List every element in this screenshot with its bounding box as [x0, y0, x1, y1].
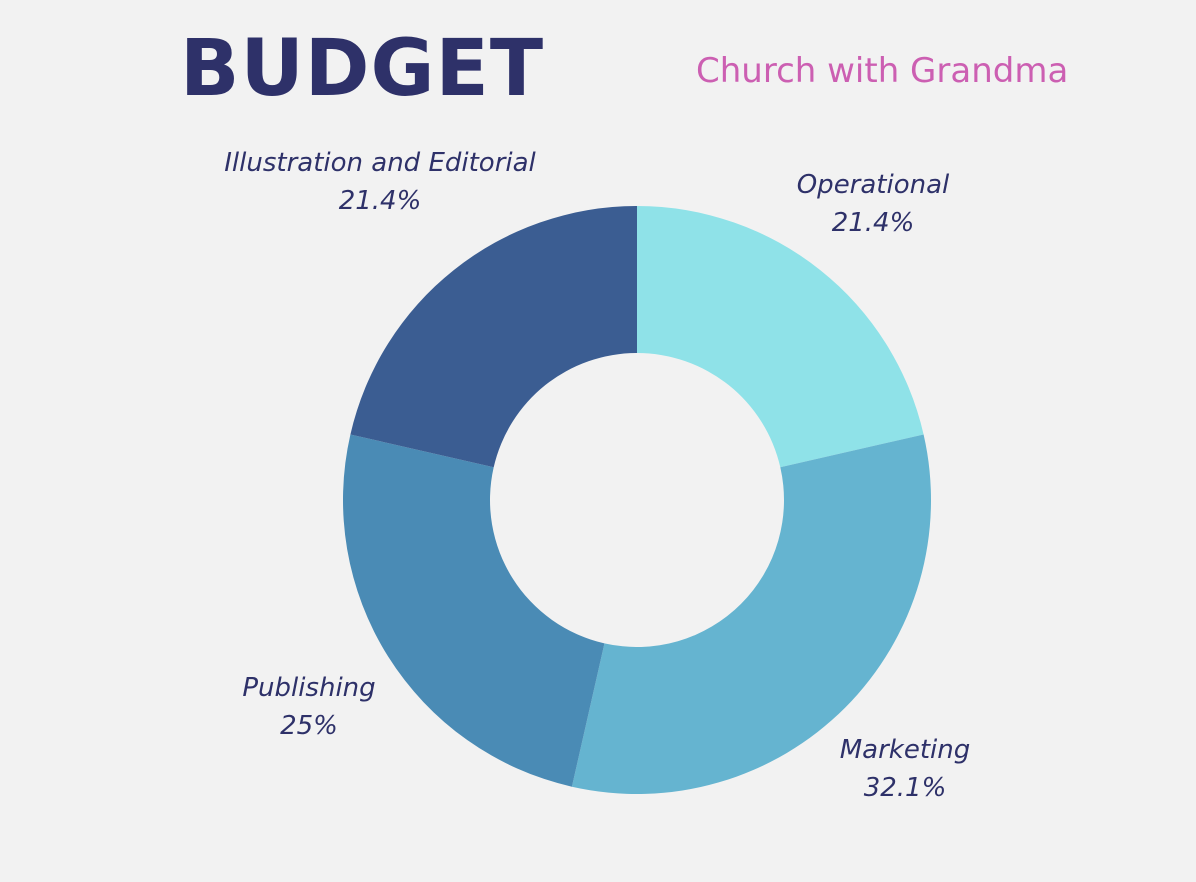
slice-value-illustration-and-editorial: 21.4%	[339, 186, 422, 216]
chart-title: BUDGET	[180, 24, 545, 114]
slice-operational	[637, 206, 924, 468]
slice-publishing	[343, 434, 605, 787]
slice-label-operational: Operational	[797, 170, 950, 200]
slice-value-marketing: 32.1%	[864, 773, 947, 803]
slice-label-publishing: Publishing	[242, 673, 375, 703]
slice-value-operational: 21.4%	[832, 208, 915, 238]
donut-slices	[343, 206, 931, 794]
slice-labels: Operational 21.4% Marketing 32.1% Publishing…	[224, 148, 970, 803]
slice-value-publishing: 25%	[280, 711, 338, 741]
slice-label-illustration-and-editorial: Illustration and Editorial	[224, 148, 536, 178]
slice-label-marketing: Marketing	[840, 735, 971, 765]
slice-marketing	[571, 434, 931, 794]
slice-illustration-and-editorial	[350, 206, 637, 468]
chart-subtitle: Church with Grandma	[696, 51, 1069, 91]
